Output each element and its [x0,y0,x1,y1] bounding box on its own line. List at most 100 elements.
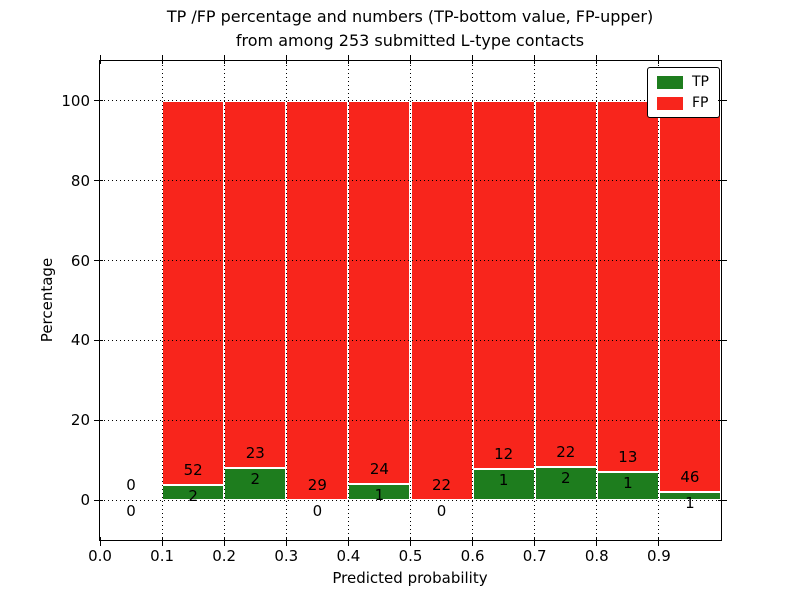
x-tick-label: 0.0 [88,547,112,565]
x-tick-label: 0.4 [336,547,361,565]
x-tick-top [596,55,598,64]
gridline-vertical [223,61,225,540]
x-tick-bottom [658,537,660,546]
fp-count-label: 22 [432,476,452,495]
fp-bar [348,100,411,485]
x-tick-top [99,55,101,64]
chart-title-line2: from among 253 submitted L-type contacts [235,31,585,50]
x-tick-top [347,55,349,64]
x-tick-label: 0.2 [212,547,237,565]
x-tick-top [472,55,474,64]
y-tick-left [94,260,103,262]
legend-label-fp: FP [692,95,709,111]
legend-item-fp: FP [657,96,709,110]
x-tick-label: 0.3 [274,547,299,565]
x-tick-bottom [534,537,536,546]
y-tick-right [718,499,727,501]
chart-title-line1: TP /FP percentage and numbers (TP-bottom… [166,7,654,26]
fp-count-label: 23 [245,444,265,463]
plot-area: 0 0 52 2 23 2 29 0 24 1 22 0 12 1 22 2 13 1 46 1 [100,61,721,540]
x-tick-bottom [596,537,598,546]
gridline-vertical [285,61,287,540]
fp-bar [224,100,287,469]
x-tick-top [161,55,163,64]
x-tick-top [223,55,225,64]
x-tick-bottom [347,537,349,546]
fp-count-label: 13 [618,447,638,466]
x-tick-label: 0.8 [584,547,609,565]
tp-bar [534,466,597,501]
x-tick-bottom [285,537,287,546]
y-tick-right [718,260,727,262]
fp-bar [472,100,535,470]
tp-bar [596,471,659,501]
x-tick-bottom [223,537,225,546]
legend-item-tp: TP [657,75,709,89]
x-tick-bottom [161,537,163,546]
y-tick-label: 60 [70,251,90,270]
y-tick-label: 100 [61,91,90,110]
plot-axes: 0 0 52 2 23 2 29 0 24 1 22 0 12 1 22 2 13 1 46 1 [99,60,722,541]
x-tick-top [285,55,287,64]
x-tick-label: 0.9 [646,547,671,565]
y-tick-label: 80 [70,171,90,190]
fp-count-label: 52 [183,461,203,480]
gridline-vertical [658,61,660,540]
fp-count-label: 12 [494,445,514,464]
y-tick-right [718,100,727,102]
fp-bar [596,100,659,472]
tp-count-label: 1 [374,486,385,505]
y-tick-label: 20 [70,411,90,430]
x-tick-top [534,55,536,64]
x-tick-label: 0.6 [460,547,485,565]
tp-count-label: 1 [623,473,633,492]
x-tick-top [410,55,411,64]
fp-count-label: 46 [680,467,700,486]
y-tick-label: 40 [70,331,90,350]
tp-count-label: 0 [126,502,136,521]
y-tick-right [718,339,727,341]
fp-color-swatch [657,96,683,110]
y-tick-right [718,180,727,182]
y-tick-right [718,419,727,421]
tp-count-label: 0 [312,502,323,521]
fp-count-label: 29 [307,476,327,495]
fp-bar [534,100,597,467]
x-tick-label: 0.7 [522,547,547,565]
tp-bar [348,484,411,501]
tp-count-label: 0 [436,502,447,521]
fp-bar [286,100,349,501]
x-tick-label: 0.1 [150,547,175,565]
gridline-vertical [347,61,349,540]
legend-label-tp: TP [692,74,709,90]
x-tick-bottom [472,537,474,546]
tp-count-label: 2 [188,487,198,506]
fp-bar [162,100,225,486]
y-tick-left [94,100,103,102]
x-tick-top [658,55,660,64]
tp-count-label: 1 [685,493,695,512]
gridline-vertical [534,61,536,540]
y-tick-left [94,180,103,182]
tp-bar [658,491,721,501]
x-tick-label: 0.5 [398,547,423,565]
tp-bar [472,469,535,501]
tp-color-swatch [657,75,683,89]
fp-bar [410,100,473,501]
y-tick-left [94,419,103,421]
y-tick-left [94,499,103,501]
tp-count-label: 2 [250,470,261,489]
fp-count-label: 0 [126,476,136,495]
x-tick-bottom [99,537,101,546]
tp-bar [224,468,287,501]
fp-count-label: 24 [369,460,389,479]
fp-bar [658,100,721,492]
fp-count-label: 22 [556,442,576,461]
gridline-vertical [410,61,411,540]
gridline-vertical [472,61,474,540]
gridline-vertical [161,61,163,540]
x-axis-label: Predicted probability [332,569,488,587]
tp-count-label: 1 [498,471,509,490]
x-tick-bottom [410,537,411,546]
chart-title: TP /FP percentage and numbers (TP-bottom… [167,5,653,53]
